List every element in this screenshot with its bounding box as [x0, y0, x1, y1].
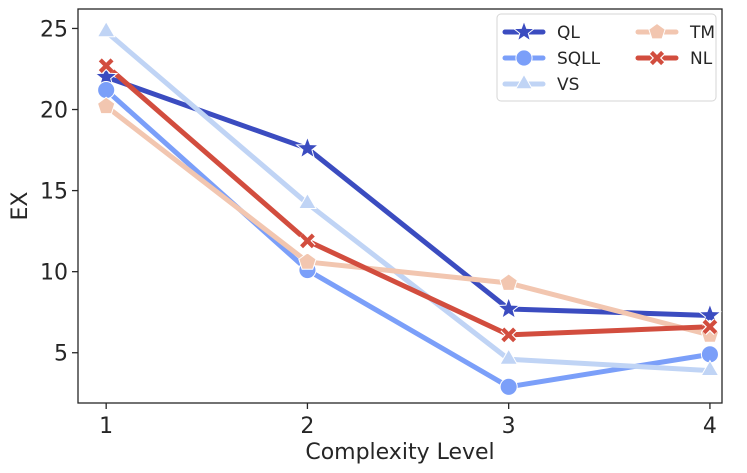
- legend-label: TM: [689, 23, 715, 43]
- point-ql-3: [496, 296, 521, 320]
- point-ql-4: [697, 302, 723, 326]
- y-axis-label: EX: [8, 192, 33, 221]
- y-tick-label: 10: [40, 261, 68, 286]
- point-vs-3: [499, 348, 519, 365]
- legend: QL SQLL VS TM NL: [496, 13, 717, 102]
- point-tm-1: [97, 96, 116, 115]
- x-tick-label: 3: [502, 414, 516, 439]
- series-line-ql: [103, 74, 713, 318]
- legend-marker-vs: [514, 73, 534, 90]
- plot-frame: [77, 8, 723, 404]
- legend-marker-nl: [649, 50, 665, 66]
- point-ql-2: [295, 135, 320, 159]
- y-tick-label: 15: [40, 180, 68, 205]
- point-nl-4: [701, 318, 719, 335]
- point-sqll-1: [97, 81, 116, 100]
- y-tick-label: 25: [40, 17, 68, 42]
- series-markers: [93, 20, 723, 396]
- series-line-sqll: [103, 87, 713, 390]
- legend-entry-nl: NL: [635, 49, 713, 69]
- series-line-vs: [103, 29, 713, 374]
- point-sqll-3: [499, 377, 518, 396]
- point-nl-3: [500, 326, 517, 344]
- legend-marker-tm: [648, 22, 666, 40]
- y-tick-label: 5: [54, 342, 68, 367]
- legend-entry-ql: QL: [502, 19, 580, 43]
- y-tick-label: 20: [40, 99, 68, 124]
- legend-label: SQLL: [557, 49, 601, 69]
- legend-label: VS: [557, 75, 579, 95]
- legend-label: NL: [690, 49, 713, 69]
- legend-entry-sqll: SQLL: [502, 49, 601, 69]
- point-vs-4: [700, 359, 720, 377]
- point-vs-1: [96, 20, 116, 38]
- axes: 5 10 15 20 25 1 2 3 4: [40, 8, 723, 439]
- point-nl-2: [299, 232, 316, 250]
- legend-marker-ql: [512, 19, 536, 42]
- x-tick-label: 2: [300, 414, 314, 439]
- point-tm-3: [499, 273, 518, 291]
- point-nl-1: [97, 57, 115, 74]
- x-tick-label: 1: [99, 414, 113, 439]
- x-tick-label: 4: [703, 414, 717, 439]
- legend-entry-vs: VS: [502, 73, 579, 95]
- point-tm-2: [298, 252, 317, 270]
- series-line-tm: [103, 103, 713, 338]
- legend-entry-tm: TM: [635, 22, 715, 43]
- legend-marker-sqll: [515, 49, 533, 67]
- series-line-nl: [103, 63, 713, 338]
- point-vs-2: [297, 192, 317, 210]
- legend-label: QL: [557, 23, 580, 43]
- series-lines: [103, 29, 713, 390]
- x-axis-label: Complexity Level: [305, 440, 494, 465]
